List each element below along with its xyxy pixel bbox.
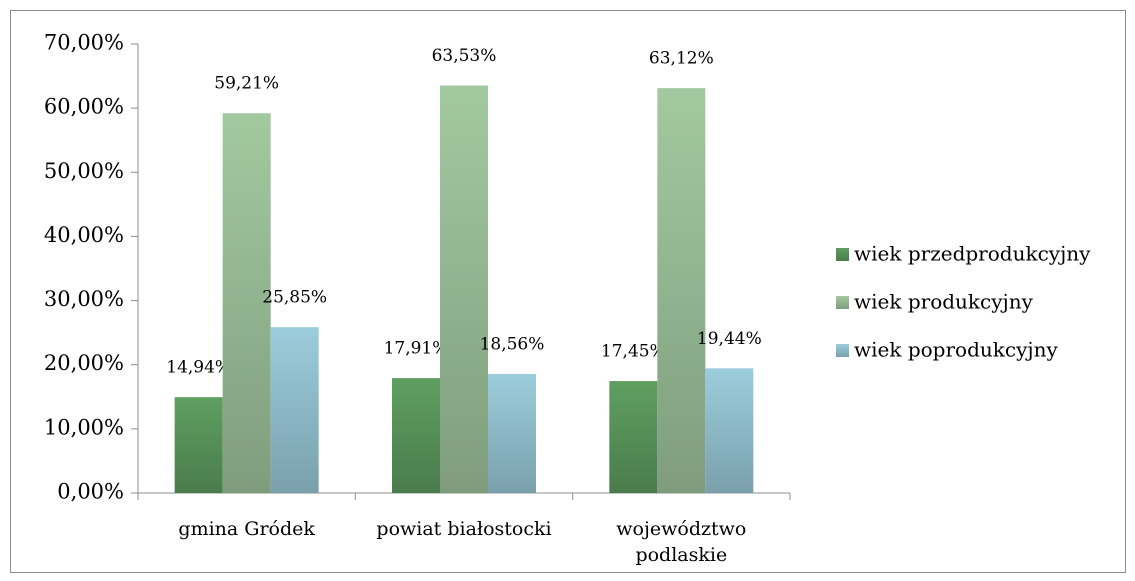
legend-label: wiek poprodukcyjny xyxy=(854,338,1058,362)
data-label: 17,91% xyxy=(384,339,449,359)
y-tick-label: 10,00% xyxy=(44,415,124,439)
data-label: 19,44% xyxy=(697,329,762,349)
bar xyxy=(705,368,754,493)
data-label: 63,12% xyxy=(649,49,714,69)
y-tick-label: 60,00% xyxy=(44,95,124,119)
legend-label: wiek przedprodukcyjny xyxy=(854,242,1091,266)
y-tick-label: 0,00% xyxy=(57,480,124,504)
legend-swatch xyxy=(836,344,849,357)
y-tick-label: 30,00% xyxy=(44,287,124,311)
data-label: 14,94% xyxy=(166,358,231,378)
y-tick-label: 70,00% xyxy=(44,31,124,55)
data-label: 59,21% xyxy=(214,74,279,94)
bar xyxy=(270,327,319,493)
y-tick-label: 20,00% xyxy=(44,351,124,375)
data-label: 25,85% xyxy=(262,288,327,308)
x-tick-label: powiat białostocki xyxy=(376,518,552,540)
legend-swatch xyxy=(836,296,849,309)
y-tick-label: 50,00% xyxy=(44,159,124,183)
bar xyxy=(174,397,223,493)
legend-label: wiek produkcyjny xyxy=(854,290,1034,314)
bar xyxy=(440,85,488,493)
x-tick-label: województwo podlaskie xyxy=(616,518,747,566)
data-label: 18,56% xyxy=(480,334,545,354)
data-label: 63,53% xyxy=(432,46,497,66)
bar xyxy=(392,378,440,493)
x-tick-label: gmina Gródek xyxy=(178,518,315,540)
y-tick-label: 40,00% xyxy=(44,223,124,247)
bar xyxy=(657,88,706,494)
bar xyxy=(222,113,271,493)
data-label: 17,45% xyxy=(601,342,666,362)
legend-swatch xyxy=(836,248,849,261)
bar xyxy=(609,381,658,493)
bar xyxy=(488,373,536,493)
